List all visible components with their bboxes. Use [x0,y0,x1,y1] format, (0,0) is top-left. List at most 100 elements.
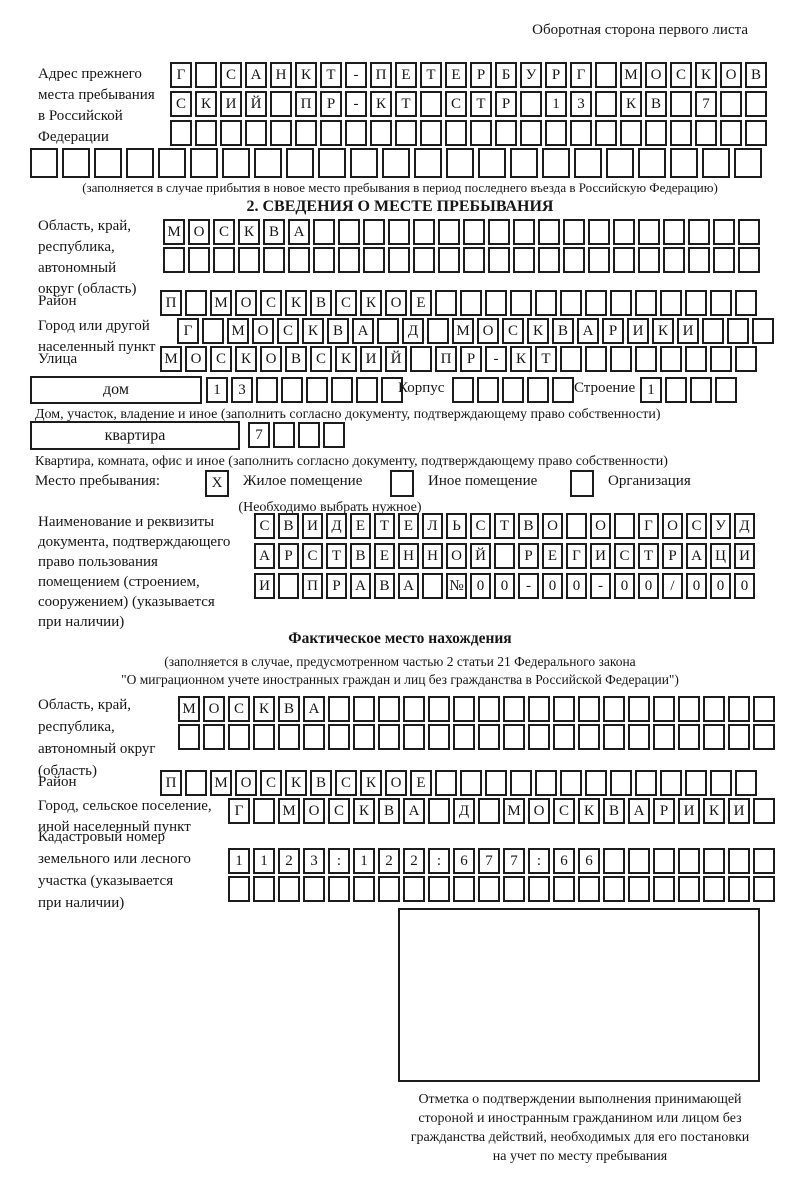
char-cell: С [170,91,192,117]
char-cell: А [352,318,374,344]
char-cell [363,247,385,273]
char-cell: / [662,573,683,599]
char-cell: Т [326,543,347,569]
char-cell [585,346,607,372]
char-cell [126,148,154,178]
char-cell: 0 [686,573,707,599]
stay-type-checkbox-organization [570,470,594,497]
char-cell: 0 [542,573,563,599]
kvartira-box: квартира [30,421,240,450]
char-cell: 2 [278,848,300,874]
char-cell [413,219,435,245]
char-cell: 0 [494,573,515,599]
char-cell [428,798,450,824]
char-cell [428,876,450,902]
char-cell [678,724,700,750]
char-cell [566,513,587,539]
char-cell: 2 [378,848,400,874]
char-cell [563,219,585,245]
char-cell: Ц [710,543,731,569]
char-cell [382,148,410,178]
char-cell [638,247,660,273]
prev-address-note: (заполняется в случае прибытия в новое м… [82,180,718,195]
char-cell [603,848,625,874]
char-cell [388,247,410,273]
char-cell [578,724,600,750]
actual-location-note-1: (заполняется в случае, предусмотренном ч… [164,654,636,669]
char-cell: У [520,62,542,88]
char-cell [585,770,607,796]
char-cell [478,696,500,722]
char-cell [588,247,610,273]
char-cell: П [302,573,323,599]
char-cell [653,876,675,902]
char-cell [428,724,450,750]
char-cell [477,377,499,403]
char-cell [453,724,475,750]
char-cell: 7 [503,848,525,874]
char-cell: О [662,513,683,539]
char-cell: О [260,346,282,372]
char-cell: Р [495,91,517,117]
korpus-grid [452,377,574,403]
page-side-note: Оборотная сторона первого листа [532,22,748,38]
char-cell: Т [420,62,442,88]
char-cell: А [398,573,419,599]
char-cell [485,290,507,316]
actual-location-note-2: "О миграционном учете иностранных гражда… [121,672,679,687]
char-cell: С [310,346,332,372]
char-cell [653,724,675,750]
char-cell: О [252,318,274,344]
char-cell [220,120,242,146]
prev-address-grid-row-3 [170,120,767,146]
char-cell [628,876,650,902]
char-cell: Ь [446,513,467,539]
stay-type-label: Место пребывания: [35,473,160,489]
char-cell [495,120,517,146]
char-cell [610,290,632,316]
char-cell: 0 [638,573,659,599]
char-cell [470,120,492,146]
char-cell [303,724,325,750]
char-cell [185,290,207,316]
char-cell: Д [326,513,347,539]
char-cell [585,290,607,316]
char-cell [503,724,525,750]
char-cell [703,876,725,902]
char-cell: К [285,290,307,316]
char-cell: М [227,318,249,344]
char-cell: К [302,318,324,344]
char-cell [478,798,500,824]
char-cell: Т [320,62,342,88]
char-cell [403,724,425,750]
char-cell [253,876,275,902]
char-cell [614,513,635,539]
char-cell [574,148,602,178]
char-cell: Д [453,798,475,824]
char-cell [678,696,700,722]
char-cell [753,848,775,874]
char-cell: И [590,543,611,569]
char-cell: П [435,346,457,372]
char-cell: Е [410,290,432,316]
char-cell [502,377,524,403]
char-cell [377,318,399,344]
char-cell [613,247,635,273]
char-cell: Л [422,513,443,539]
char-cell [278,876,300,902]
char-cell [703,696,725,722]
char-cell [753,798,775,824]
char-cell [628,848,650,874]
char-cell [278,724,300,750]
char-cell: Т [374,513,395,539]
char-cell [635,346,657,372]
char-cell: К [360,290,382,316]
char-cell [663,247,685,273]
char-cell: : [528,848,550,874]
char-cell: 7 [695,91,717,117]
char-cell [728,696,750,722]
